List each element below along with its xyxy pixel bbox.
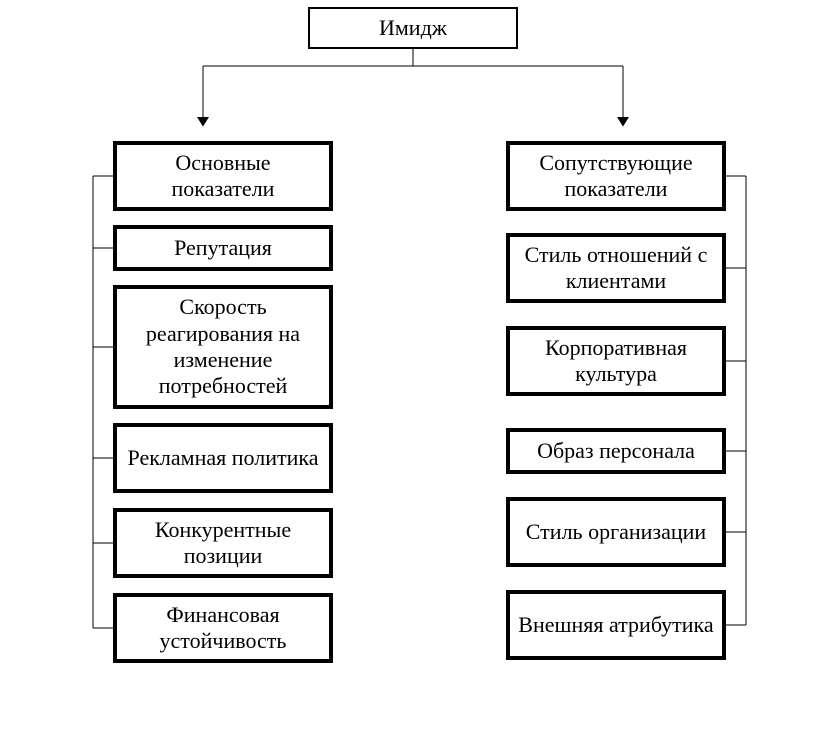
diagram-canvas: Имидж Основные показатели Сопутствующие по…	[0, 0, 817, 735]
right-item-0: Стиль отношений с клиентами	[506, 233, 726, 303]
left-item-2: Рекламная политика	[113, 423, 333, 493]
root-box: Имидж	[308, 7, 518, 49]
right-item-3: Стиль организации	[506, 497, 726, 567]
right-header-box: Сопутствующие показатели	[506, 141, 726, 211]
left-header-box: Основные показатели	[113, 141, 333, 211]
left-item-1: Скорость реагирования на изменение потре…	[113, 285, 333, 409]
right-item-2: Образ персонала	[506, 428, 726, 474]
left-item-3: Конкурентные позиции	[113, 508, 333, 578]
left-item-0: Репутация	[113, 225, 333, 271]
right-item-4: Внешняя атрибутика	[506, 590, 726, 660]
left-item-4: Финансовая устойчивость	[113, 593, 333, 663]
right-item-1: Корпоративная культура	[506, 326, 726, 396]
